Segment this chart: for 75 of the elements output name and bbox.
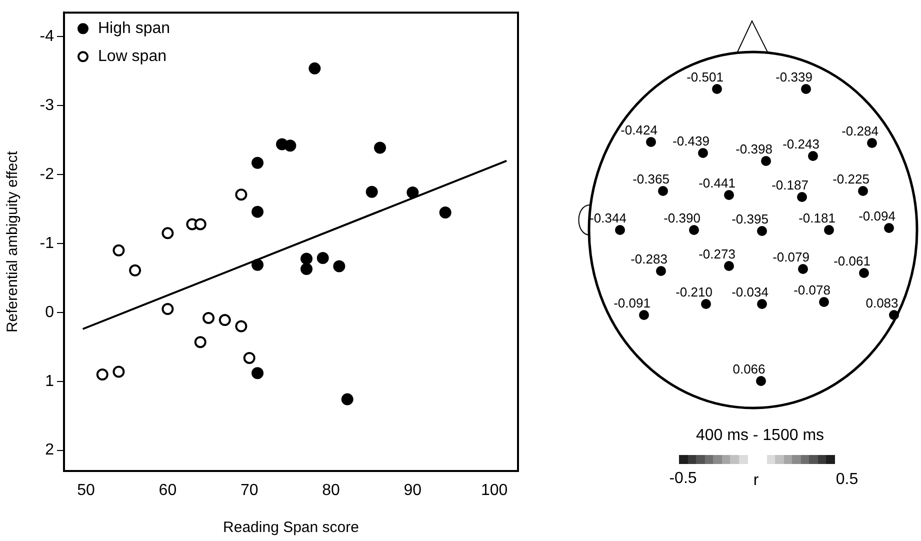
text: -0.284: [842, 124, 878, 138]
text: -0.283: [630, 252, 668, 266]
text: -0.078: [794, 282, 830, 298]
x-tick-label: 100: [480, 482, 508, 500]
point: [218, 314, 231, 326]
text: -0.187: [772, 178, 808, 192]
point: [439, 206, 452, 219]
text: -0.225: [832, 172, 870, 186]
text: -0.339: [776, 70, 812, 84]
text: -0.439: [672, 134, 710, 148]
point: [316, 252, 329, 264]
text: 0.066: [732, 362, 766, 376]
y-tick-label: -1: [40, 234, 54, 252]
x-axis-title: Reading Span score: [223, 519, 359, 536]
text: -0.243: [782, 136, 820, 152]
text: -0.061: [834, 254, 870, 268]
point: [406, 186, 419, 199]
text: -0.441: [698, 176, 736, 190]
y-tick-label: 2: [45, 442, 54, 459]
y-tick-label: -3: [40, 97, 54, 114]
x-tick-label: 90: [404, 482, 422, 500]
text: -0.398: [736, 142, 772, 156]
point: [112, 244, 125, 256]
text: -0.273: [698, 246, 736, 262]
point: [202, 312, 215, 324]
text: -0.094: [858, 208, 896, 224]
text: -0.091: [614, 296, 650, 310]
y-tick-label: -4: [40, 28, 54, 46]
text: 0.083: [866, 296, 898, 310]
color-bar-title: r: [753, 472, 759, 489]
legend-label: Low span: [98, 48, 166, 66]
point: [112, 366, 125, 378]
point: [341, 393, 354, 406]
text: -0.079: [772, 250, 810, 264]
point: [243, 352, 256, 364]
y-tick-label: 0: [45, 304, 54, 321]
text: -0.344: [590, 210, 626, 226]
y-tick-label: -2: [40, 166, 54, 183]
text: -0.424: [620, 122, 658, 138]
point: [308, 62, 321, 74]
text: -0.034: [732, 284, 768, 300]
point: [129, 264, 142, 276]
legend-label: High span: [98, 20, 170, 38]
text: -0.365: [632, 172, 670, 186]
point: [194, 218, 206, 230]
point: [366, 186, 378, 198]
point: [235, 188, 248, 201]
text: -0.501: [686, 70, 724, 84]
point: [194, 336, 206, 348]
point: [300, 252, 313, 265]
x-tick-label: 70: [240, 482, 258, 500]
point: [252, 206, 264, 218]
point: [252, 156, 264, 169]
point: [96, 368, 108, 380]
x-tick-label: 80: [322, 482, 340, 500]
text: -0.210: [676, 284, 712, 300]
point: [300, 263, 313, 276]
point: [162, 227, 174, 240]
y-axis-title: Referential ambiguity effect: [4, 150, 22, 333]
x-tick-label: 50: [77, 482, 96, 500]
y-tick-label: 1: [45, 372, 54, 390]
text: 0.5: [836, 471, 858, 488]
point: [162, 303, 174, 316]
text: -0.5: [669, 470, 697, 487]
point: [333, 260, 346, 272]
point: [374, 142, 386, 154]
point: [252, 367, 264, 380]
point: [252, 258, 264, 271]
text: -0.395: [732, 212, 768, 226]
point: [235, 320, 248, 332]
text: 400 ms - 1500 ms: [696, 427, 824, 444]
text: -0.181: [798, 210, 836, 226]
x-tick-label: 60: [158, 482, 177, 500]
text: -0.390: [664, 210, 700, 226]
point: [284, 140, 296, 152]
